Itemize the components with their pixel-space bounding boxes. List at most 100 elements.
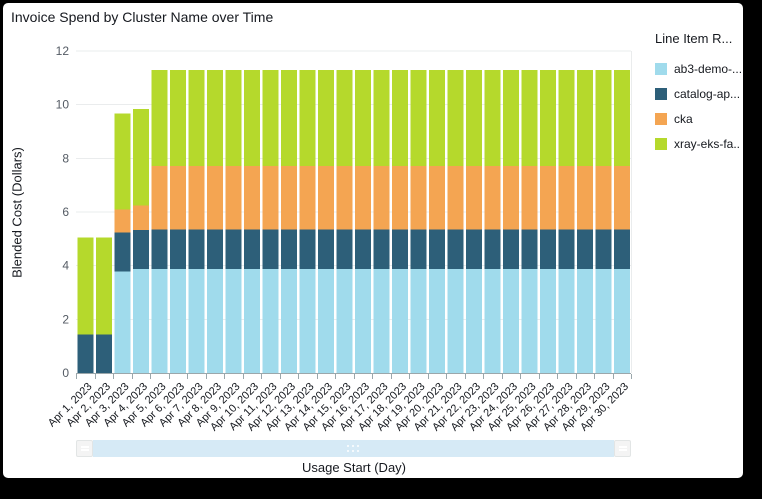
bar-segment-cka[interactable]: [354, 166, 371, 230]
bar-segment-catalog-ap[interactable]: [169, 229, 186, 270]
bar-segment-ab3-demo[interactable]: [225, 269, 242, 373]
bar-segment-cka[interactable]: [317, 166, 334, 230]
bar-segment-catalog-ap[interactable]: [280, 229, 297, 270]
bar-segment-ab3-demo[interactable]: [169, 269, 186, 373]
bar-segment-catalog-ap[interactable]: [410, 229, 427, 270]
bar-segment-xray-eks-fa[interactable]: [77, 237, 94, 335]
bar-segment-catalog-ap[interactable]: [539, 229, 556, 270]
bar-segment-cka[interactable]: [447, 166, 464, 230]
bar-segment-xray-eks-fa[interactable]: [225, 70, 242, 167]
bar-segment-catalog-ap[interactable]: [465, 229, 482, 270]
bar-segment-cka[interactable]: [391, 166, 408, 230]
bar-segment-ab3-demo[interactable]: [484, 269, 501, 373]
bar-segment-ab3-demo[interactable]: [428, 269, 445, 373]
bar-segment-xray-eks-fa[interactable]: [465, 70, 482, 167]
bar-segment-cka[interactable]: [114, 209, 131, 233]
bar-segment-ab3-demo[interactable]: [391, 269, 408, 373]
bar-segment-ab3-demo[interactable]: [317, 269, 334, 373]
bar-segment-xray-eks-fa[interactable]: [169, 70, 186, 167]
bar-segment-xray-eks-fa[interactable]: [558, 70, 575, 167]
bar-segment-cka[interactable]: [262, 166, 279, 230]
bar-segment-ab3-demo[interactable]: [521, 269, 538, 373]
bar-segment-catalog-ap[interactable]: [576, 229, 593, 270]
bar-segment-cka[interactable]: [206, 166, 223, 230]
bar-segment-cka[interactable]: [151, 166, 168, 230]
bar-segment-catalog-ap[interactable]: [428, 229, 445, 270]
bar-segment-catalog-ap[interactable]: [206, 229, 223, 270]
slider-drag-dots-icon[interactable]: [346, 443, 360, 454]
bar-segment-ab3-demo[interactable]: [151, 269, 168, 373]
bar-segment-xray-eks-fa[interactable]: [336, 70, 353, 167]
legend-item-cka[interactable]: cka: [655, 112, 741, 126]
bar-segment-cka[interactable]: [558, 166, 575, 230]
bar-segment-ab3-demo[interactable]: [188, 269, 205, 373]
bar-segment-xray-eks-fa[interactable]: [428, 70, 445, 167]
bar-segment-xray-eks-fa[interactable]: [299, 70, 316, 167]
bar-segment-cka[interactable]: [299, 166, 316, 230]
legend-item-ab3-demo[interactable]: ab3-demo-...: [655, 62, 741, 76]
bar-segment-cka[interactable]: [484, 166, 501, 230]
bar-segment-ab3-demo[interactable]: [336, 269, 353, 373]
bar-segment-xray-eks-fa[interactable]: [206, 70, 223, 167]
bar-segment-catalog-ap[interactable]: [558, 229, 575, 270]
bar-segment-catalog-ap[interactable]: [391, 229, 408, 270]
bar-segment-cka[interactable]: [595, 166, 612, 230]
bar-segment-ab3-demo[interactable]: [502, 269, 519, 373]
bar-segment-ab3-demo[interactable]: [132, 269, 149, 373]
bar-segment-catalog-ap[interactable]: [262, 229, 279, 270]
bar-segment-ab3-demo[interactable]: [465, 269, 482, 373]
bar-segment-catalog-ap[interactable]: [613, 229, 630, 270]
bar-segment-ab3-demo[interactable]: [243, 269, 260, 373]
bar-segment-catalog-ap[interactable]: [484, 229, 501, 270]
bar-segment-cka[interactable]: [169, 166, 186, 230]
bar-segment-xray-eks-fa[interactable]: [539, 70, 556, 167]
bar-segment-catalog-ap[interactable]: [299, 229, 316, 270]
bar-segment-xray-eks-fa[interactable]: [521, 70, 538, 167]
bar-segment-xray-eks-fa[interactable]: [613, 70, 630, 167]
bar-segment-ab3-demo[interactable]: [410, 269, 427, 373]
bar-segment-cka[interactable]: [428, 166, 445, 230]
bar-segment-ab3-demo[interactable]: [114, 271, 131, 373]
bar-segment-catalog-ap[interactable]: [595, 229, 612, 270]
bar-segment-ab3-demo[interactable]: [576, 269, 593, 373]
bar-segment-catalog-ap[interactable]: [243, 229, 260, 270]
bar-segment-ab3-demo[interactable]: [539, 269, 556, 373]
legend-item-xray-eks-fa[interactable]: xray-eks-fa...: [655, 137, 741, 151]
bar-segment-ab3-demo[interactable]: [558, 269, 575, 373]
bar-segment-xray-eks-fa[interactable]: [243, 70, 260, 167]
bar-segment-cka[interactable]: [336, 166, 353, 230]
bar-segment-catalog-ap[interactable]: [77, 334, 94, 373]
bar-segment-cka[interactable]: [576, 166, 593, 230]
bar-segment-ab3-demo[interactable]: [299, 269, 316, 373]
bar-segment-catalog-ap[interactable]: [114, 232, 131, 272]
bar-segment-cka[interactable]: [243, 166, 260, 230]
bar-segment-xray-eks-fa[interactable]: [188, 70, 205, 167]
bar-segment-catalog-ap[interactable]: [336, 229, 353, 270]
bar-segment-xray-eks-fa[interactable]: [410, 70, 427, 167]
x-range-slider-track[interactable]: [93, 440, 614, 457]
bar-segment-xray-eks-fa[interactable]: [262, 70, 279, 167]
bar-segment-cka[interactable]: [280, 166, 297, 230]
bar-segment-catalog-ap[interactable]: [447, 229, 464, 270]
bar-segment-xray-eks-fa[interactable]: [502, 70, 519, 167]
bar-segment-catalog-ap[interactable]: [225, 229, 242, 270]
bar-segment-cka[interactable]: [613, 166, 630, 230]
bar-segment-xray-eks-fa[interactable]: [595, 70, 612, 167]
bar-segment-ab3-demo[interactable]: [595, 269, 612, 373]
bar-segment-cka[interactable]: [410, 166, 427, 230]
bar-segment-catalog-ap[interactable]: [151, 229, 168, 270]
bar-segment-catalog-ap[interactable]: [188, 229, 205, 270]
bar-segment-catalog-ap[interactable]: [317, 229, 334, 270]
bar-segment-catalog-ap[interactable]: [502, 229, 519, 270]
x-range-slider-left-handle[interactable]: [76, 440, 93, 457]
bar-segment-cka[interactable]: [188, 166, 205, 230]
bar-segment-xray-eks-fa[interactable]: [280, 70, 297, 167]
bar-segment-xray-eks-fa[interactable]: [484, 70, 501, 167]
bar-segment-cka[interactable]: [225, 166, 242, 230]
bar-segment-ab3-demo[interactable]: [447, 269, 464, 373]
bar-segment-catalog-ap[interactable]: [354, 229, 371, 270]
bar-segment-cka[interactable]: [539, 166, 556, 230]
x-range-slider-right-handle[interactable]: [614, 440, 631, 457]
bar-segment-ab3-demo[interactable]: [206, 269, 223, 373]
bar-segment-catalog-ap[interactable]: [95, 334, 112, 373]
